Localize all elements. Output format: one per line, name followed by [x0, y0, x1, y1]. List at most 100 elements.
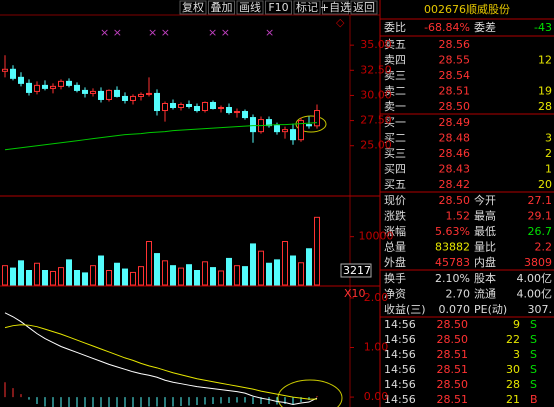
tick-time: 14:56: [384, 333, 416, 346]
volume-bar: [50, 270, 56, 286]
book-label: 买一: [384, 116, 406, 129]
volume-bar: [178, 267, 184, 286]
toolbar-button[interactable]: [179, 0, 207, 15]
y-tick-label: 0.00: [364, 390, 389, 403]
toolbar-label[interactable]: 画线: [239, 0, 261, 14]
book-label: 买四: [384, 163, 406, 176]
tick-side: S: [530, 348, 537, 361]
volume-bar: [146, 241, 152, 286]
tick-price: 28.51: [437, 393, 469, 406]
quote-text: -43: [534, 21, 552, 34]
candle-body: [130, 95, 136, 101]
moving-average: [4, 122, 318, 151]
candle-body: [226, 107, 232, 114]
stat-label: 内盘: [474, 255, 496, 269]
candle-body: [274, 125, 280, 133]
tick-price: 28.51: [437, 363, 469, 376]
candle-body: [98, 90, 104, 100]
volume-bar: [42, 270, 48, 286]
toolbar-label[interactable]: 返回: [353, 1, 375, 14]
volume-bar: [138, 266, 144, 286]
book-price: 28.51: [439, 85, 471, 98]
y-tick-label: 32.50: [360, 63, 392, 76]
y-tick-label: 35.00: [360, 38, 392, 51]
y-tick-label: 25.00: [360, 139, 392, 152]
quote-text: 委差: [474, 20, 496, 34]
stat-label: 涨跌: [384, 209, 406, 223]
annotation-ellipse: [277, 379, 343, 407]
tick-time: 14:56: [384, 363, 416, 376]
stat-label: 换手: [384, 271, 406, 285]
volume-bar: [170, 265, 176, 286]
tick-side: S: [530, 378, 537, 391]
candle-body: [66, 80, 72, 86]
book-volume: 12: [538, 54, 552, 67]
macd-line: [4, 312, 318, 406]
tick-time: 14:56: [384, 393, 416, 406]
tick-price: 28.51: [437, 348, 469, 361]
toolbar-button[interactable]: [208, 0, 235, 15]
stat-label: 总量: [384, 240, 406, 254]
toolbar-label[interactable]: 标记: [296, 0, 318, 14]
toolbar-label[interactable]: +自选: [320, 1, 351, 14]
volume-bar: [266, 262, 272, 286]
volume-bar: [210, 267, 216, 286]
candle-body: [218, 107, 224, 110]
stat-label: 今开: [474, 193, 496, 207]
candle-body: [162, 102, 168, 112]
candle-body: [250, 117, 256, 133]
volume-bar: [26, 270, 32, 286]
candle-body: [242, 111, 248, 119]
book-label: 买五: [384, 178, 406, 191]
candle-body: [26, 82, 32, 93]
toolbar-button[interactable]: [236, 0, 264, 15]
volume-bar: [250, 243, 256, 286]
toolbar-label[interactable]: 叠加: [211, 1, 233, 14]
volume-bar: [242, 266, 248, 286]
volume-bar: [298, 262, 304, 286]
tick-side: B: [530, 393, 538, 406]
quote-text: -68.84%: [424, 21, 470, 34]
marker: ×: [265, 26, 274, 39]
stat-label: 外盘: [384, 255, 406, 269]
volume-bar: [82, 272, 88, 286]
toolbar-button[interactable]: [322, 0, 349, 15]
toolbar-button[interactable]: [293, 0, 321, 15]
candle-body: [18, 76, 24, 84]
volume-bar: [194, 270, 200, 286]
latest-box: [340, 263, 372, 278]
stat-label: 收益(三): [384, 302, 426, 316]
volume-bar: [98, 255, 104, 286]
book-price: 28.43: [439, 163, 471, 176]
book-volume: 28: [538, 100, 552, 113]
stat-label: 最低: [474, 225, 496, 238]
stat-value: 2.10%: [435, 272, 470, 285]
toolbar-label[interactable]: 复权: [182, 0, 204, 14]
candle-body: [266, 119, 272, 127]
toolbar-label[interactable]: F10: [268, 1, 288, 14]
volume-bar: [258, 250, 264, 286]
candle-body: [146, 92, 152, 95]
book-volume: 19: [538, 85, 552, 98]
volume-bar: [106, 270, 112, 286]
tick-volume: 28: [506, 378, 520, 391]
book-price: 28.50: [439, 100, 471, 113]
stat-label: 净资: [384, 287, 406, 301]
candle-body: [234, 111, 240, 114]
volume-bar: [34, 262, 40, 286]
toolbar-button[interactable]: [265, 0, 292, 15]
candle-body: [194, 106, 200, 112]
marker: ◇: [336, 16, 345, 29]
book-price: 28.56: [439, 38, 471, 51]
candle-body: [306, 124, 312, 127]
stat-value: 3809: [524, 256, 552, 269]
candle-body: [2, 68, 8, 72]
candle-body: [42, 84, 48, 89]
y-tick-label: 10000: [359, 230, 394, 243]
volume-bar: [10, 267, 16, 286]
tick-price: 28.50: [437, 378, 469, 391]
toolbar-button[interactable]: [350, 0, 378, 15]
